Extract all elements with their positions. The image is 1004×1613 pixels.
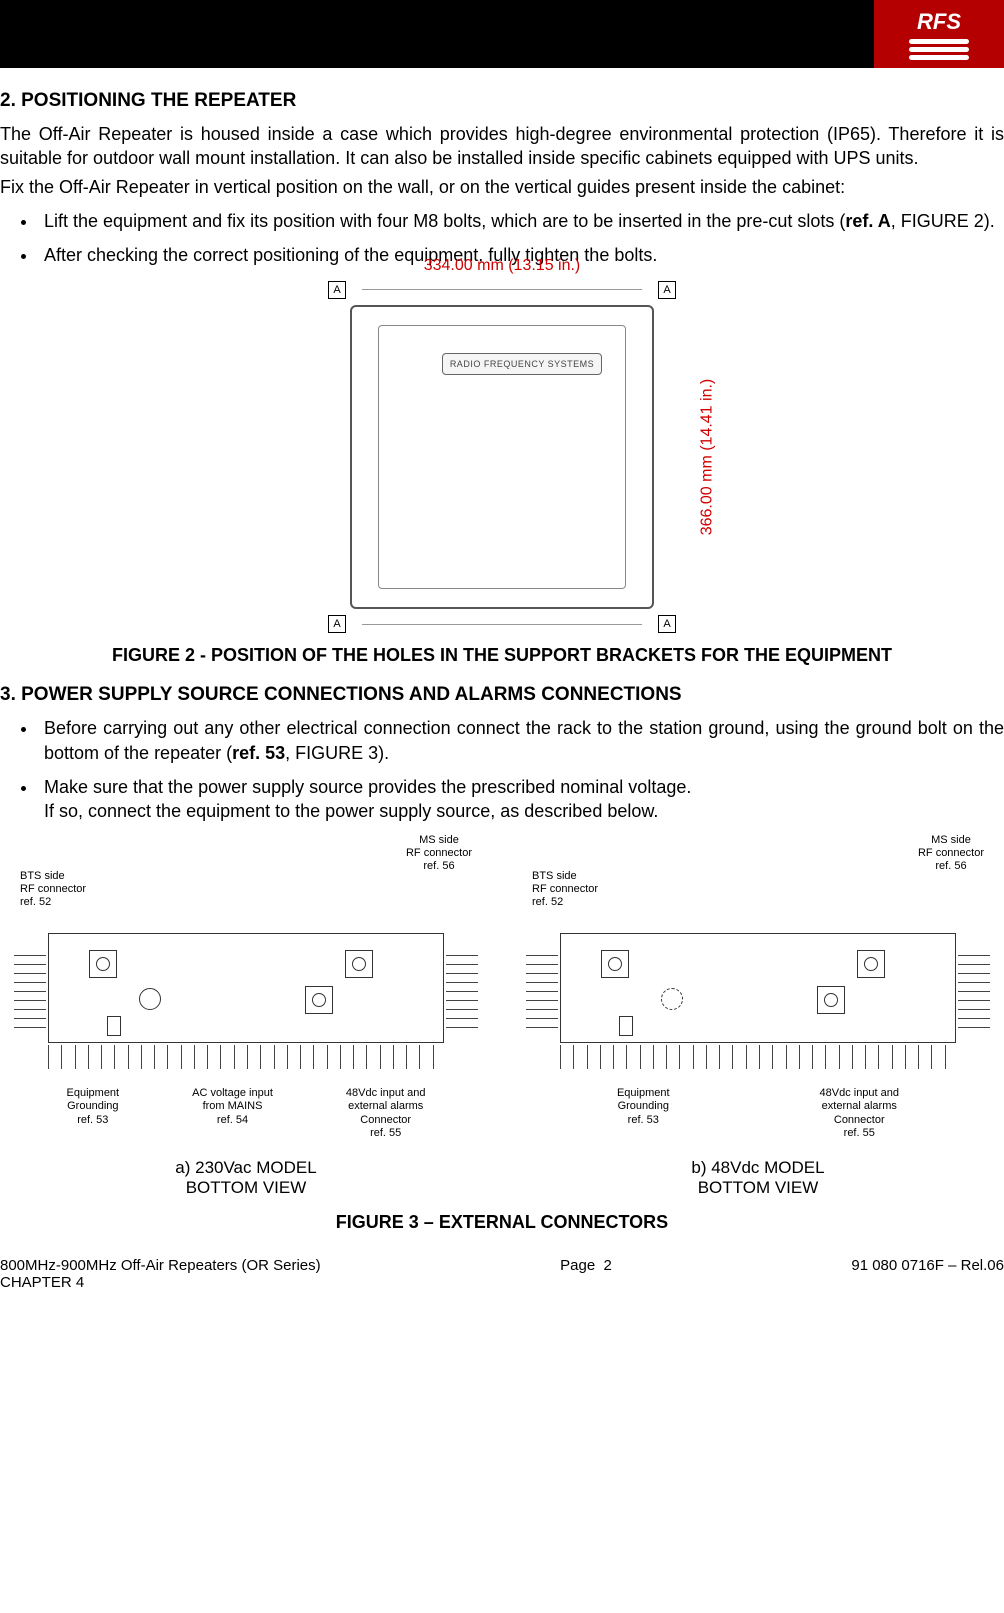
brand-bar-black (0, 0, 874, 68)
figure2-caption: FIGURE 2 - POSITION OF THE HOLES IN THE … (0, 645, 1004, 666)
model-a-caption: a) 230Vac MODEL BOTTOM VIEW (0, 1158, 492, 1198)
connector-dc-a (305, 986, 333, 1014)
connector-bts-b (601, 950, 629, 978)
figure3-caption: FIGURE 3 – EXTERNAL CONNECTORS (0, 1212, 1004, 1233)
section2-para2: Fix the Off-Air Repeater in vertical pos… (0, 175, 1004, 199)
label-bts-side-a: BTS side RF connector ref. 52 (20, 870, 86, 910)
corner-label-bottom-left: A (328, 615, 346, 633)
model-b-caption: b) 48Vdc MODEL BOTTOM VIEW (512, 1158, 1004, 1198)
section3-bullets: Before carrying out any other electrical… (38, 716, 1004, 823)
section2-para1: The Off-Air Repeater is housed inside a … (0, 122, 1004, 171)
footer-right: 91 080 0716F – Rel.06 (851, 1257, 1004, 1291)
section3-heading: 3. POWER SUPPLY SOURCE CONNECTIONS AND A… (0, 684, 1004, 706)
ground-bolt-b (619, 1016, 633, 1036)
corner-label-top-left: A (328, 281, 346, 299)
corner-label-bottom-right: A (658, 615, 676, 633)
label-bts-side-b: BTS side RF connector ref. 52 (532, 870, 598, 910)
label-ms-side-a: MS side RF connector ref. 56 (406, 834, 472, 910)
label-equip-ground-a: Equipment Grounding ref. 53 (67, 1087, 120, 1140)
figure2: 334.00 mm (13.15 in.) 366.00 mm (14.41 i… (0, 277, 1004, 637)
device-enclosure: RADIO FREQUENCY SYSTEMS (350, 305, 654, 609)
section2-bullet1: Lift the equipment and fix its position … (38, 209, 1004, 233)
label-ms-side-b: MS side RF connector ref. 56 (918, 834, 984, 910)
connector-ac-a (139, 988, 161, 1010)
figure2-height-dim: 366.00 mm (14.41 in.) (698, 317, 716, 597)
label-ac-input-a: AC voltage input from MAINS ref. 54 (192, 1087, 273, 1140)
figure3-model-b: BTS side RF connector ref. 52 MS side RF… (512, 834, 1004, 1198)
figure3-model-a: BTS side RF connector ref. 52 MS side RF… (0, 834, 492, 1198)
connector-ms-b (857, 950, 885, 978)
label-dc-alarms-a: 48Vdc input and external alarms Connecto… (346, 1087, 426, 1140)
page-footer: 800MHz-900MHz Off-Air Repeaters (OR Seri… (0, 1257, 1004, 1291)
device-nameplate: RADIO FREQUENCY SYSTEMS (442, 353, 602, 375)
brand-bar: RFS (0, 0, 1004, 68)
section3-bullet1: Before carrying out any other electrical… (38, 716, 1004, 765)
figure2-width-dim: 334.00 mm (13.15 in.) (370, 257, 634, 275)
label-dc-alarms-b: 48Vdc input and external alarms Connecto… (820, 1087, 900, 1140)
section3-bullet2: Make sure that the power supply source p… (38, 775, 1004, 824)
figure3: BTS side RF connector ref. 52 MS side RF… (0, 834, 1004, 1198)
brand-logo: RFS (874, 0, 1004, 68)
connector-dc-b (817, 986, 845, 1014)
ground-bolt-a (107, 1016, 121, 1036)
section2-heading: 2. POSITIONING THE REPEATER (0, 90, 1004, 112)
connector-bts-a (89, 950, 117, 978)
connector-ms-a (345, 950, 373, 978)
corner-label-top-right: A (658, 281, 676, 299)
label-equip-ground-b: Equipment Grounding ref. 53 (617, 1087, 670, 1140)
connector-blank-b (661, 988, 683, 1010)
footer-left: 800MHz-900MHz Off-Air Repeaters (OR Seri… (0, 1257, 321, 1291)
brand-logo-text: RFS (917, 9, 961, 35)
brand-waves-icon (909, 39, 969, 60)
footer-center: Page 2 (560, 1257, 612, 1291)
